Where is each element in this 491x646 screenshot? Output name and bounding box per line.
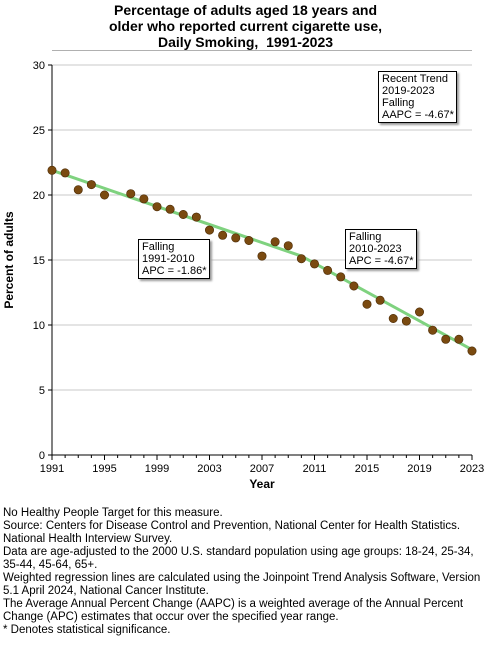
data-point (100, 190, 110, 200)
data-point (257, 251, 267, 261)
annotation-line: APC = -1.86* (142, 265, 207, 277)
data-point (454, 334, 464, 344)
x-tick-label: 1999 (145, 463, 169, 475)
annotation-line: Recent Trend (382, 73, 449, 85)
x-tick-label: 2023 (460, 463, 484, 475)
data-point (375, 295, 385, 305)
y-tick-label: 25 (33, 125, 45, 137)
footnote: Data are age-adjusted to the 2000 U.S. s… (3, 546, 474, 571)
annotation-line: 2010-2023 (349, 243, 402, 255)
data-point (283, 241, 293, 251)
x-tick-label: 2011 (303, 463, 327, 475)
y-tick-label: 5 (39, 385, 45, 397)
annotation-segment-2010-2023: Falling 2010-2023 APC = -4.67* (345, 229, 417, 269)
data-point (178, 210, 188, 220)
data-point (244, 236, 254, 246)
data-point (231, 233, 241, 243)
x-axis-label: Year (249, 477, 275, 491)
x-tick-label: 2015 (355, 463, 379, 475)
data-point (270, 237, 280, 247)
data-point (428, 325, 438, 335)
point-layer (47, 165, 477, 356)
y-tick-label: 0 (39, 450, 45, 462)
y-tick-label: 15 (33, 255, 45, 267)
data-point (388, 313, 398, 323)
data-point (152, 202, 162, 212)
title-divider (52, 50, 472, 51)
annotation-line: 1991-2010 (142, 253, 195, 265)
y-tick-label: 10 (33, 320, 45, 332)
x-tick-label: 2003 (197, 463, 221, 475)
title-line-1: Percentage of adults aged 18 years and (114, 2, 377, 18)
y-tick-layer: 0 5 10 15 20 25 30 (33, 60, 52, 462)
data-point (349, 281, 359, 291)
y-axis-label: Percent of adults (2, 211, 16, 309)
annotation-recent-trend: Recent Trend 2019-2023 Falling AAPC = -4… (378, 71, 457, 123)
data-point (218, 230, 228, 240)
x-tick-label: 2019 (407, 463, 431, 475)
title-line-3: Daily Smoking, 1991-2023 (157, 34, 334, 50)
annotation-line: 2019-2023 (382, 85, 435, 97)
footnote: Weighted regression lines are calculated… (3, 572, 481, 597)
data-point (441, 334, 451, 344)
x-tick-label: 1991 (40, 463, 64, 475)
data-point (414, 307, 424, 317)
annotation-line: APC = -4.67* (349, 255, 414, 267)
data-point (336, 272, 346, 282)
x-tick-label: 2007 (250, 463, 274, 475)
annotation-line: Falling (142, 241, 175, 253)
annotation-line: AAPC = -4.67* (382, 109, 454, 121)
data-point (86, 180, 96, 190)
y-tick-label: 30 (33, 60, 45, 72)
x-tick-layer: 1991 1995 1999 2003 2007 2011 2015 2019 2023 (40, 455, 484, 475)
footnote: * Denotes statistical significance. (3, 624, 171, 636)
footnote: Source: Centers for Disease Control and … (3, 520, 461, 545)
data-point (126, 189, 136, 199)
data-point (467, 346, 477, 356)
y-tick-label: 20 (33, 190, 45, 202)
footnote: The Average Annual Percent Change (AAPC)… (3, 598, 464, 623)
footnotes: No Healthy People Target for this measur… (3, 507, 489, 637)
data-point (401, 316, 411, 326)
title-line-2: older who reported current cigarette use… (108, 18, 383, 34)
data-point (191, 212, 201, 222)
annotation-line: Falling (382, 97, 415, 109)
data-point (323, 265, 333, 275)
data-point (47, 165, 57, 175)
data-point (205, 225, 215, 235)
data-point (165, 204, 175, 214)
chart-title: Percentage of adults aged 18 years and o… (0, 2, 491, 50)
footnote: No Healthy People Target for this measur… (3, 507, 223, 519)
data-point (309, 259, 319, 269)
annotation-line: Falling (349, 231, 382, 243)
x-tick-label: 1995 (92, 463, 116, 475)
data-point (60, 168, 70, 178)
annotation-segment-1991-2010: Falling 1991-2010 APC = -1.86* (138, 239, 210, 279)
data-point (139, 194, 149, 204)
data-point (296, 254, 306, 264)
data-point (362, 299, 372, 309)
data-point (73, 185, 83, 195)
